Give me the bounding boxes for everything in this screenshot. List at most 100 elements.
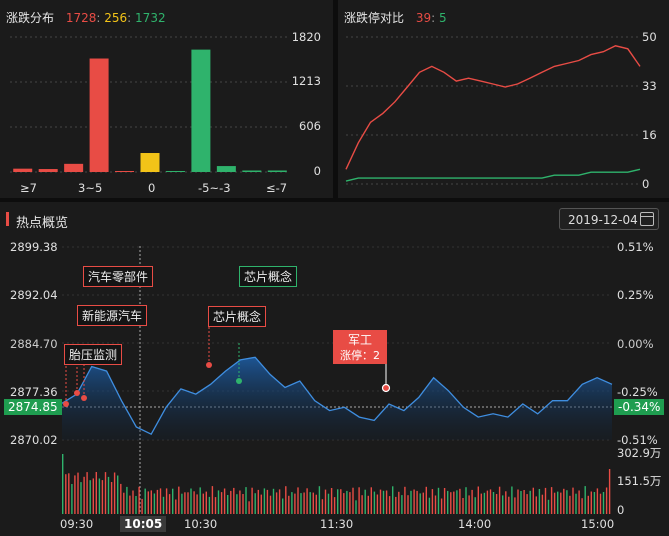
distribution-panel: 涨跌分布 1728: 256: 1732 1820 1213 606 0 ≥7 … bbox=[0, 0, 333, 198]
volume-bar bbox=[578, 490, 580, 514]
volume-bar bbox=[230, 490, 232, 514]
volume-bar bbox=[505, 491, 507, 514]
sector-popup[interactable]: 军工 涨停：2 bbox=[333, 330, 387, 364]
current-price-badge: 2874.85 bbox=[4, 399, 62, 415]
volume-bar bbox=[236, 494, 238, 514]
volume-bar bbox=[251, 487, 253, 514]
date-picker[interactable]: 2019-12-04 bbox=[559, 208, 659, 230]
volume-bar bbox=[587, 495, 589, 514]
volume-bar bbox=[71, 484, 73, 514]
volume-bar bbox=[153, 493, 156, 514]
volume-bar bbox=[172, 488, 174, 514]
volume-bar bbox=[584, 486, 586, 514]
volume-bar bbox=[291, 492, 293, 514]
volume-bar bbox=[541, 494, 544, 514]
time-tick: 14:00 bbox=[458, 517, 492, 531]
y-tick: 1213 bbox=[291, 74, 321, 88]
volume-bar bbox=[269, 495, 272, 514]
volume-bar bbox=[553, 492, 556, 514]
volume-bar bbox=[538, 489, 541, 514]
volume-bar bbox=[560, 492, 562, 514]
limit-up-line bbox=[345, 45, 641, 170]
sep: : bbox=[431, 11, 436, 25]
volume-bar bbox=[382, 490, 385, 514]
volume-bar bbox=[107, 476, 110, 514]
bar bbox=[242, 170, 262, 172]
volume-bar bbox=[526, 494, 528, 514]
volume-bar bbox=[596, 488, 599, 514]
volume-bar bbox=[346, 490, 348, 514]
pct-tick: 0.51% bbox=[617, 240, 654, 254]
volume-bar bbox=[572, 487, 574, 514]
distribution-title: 涨跌分布 bbox=[6, 11, 55, 25]
volume-bar bbox=[184, 492, 186, 514]
volume-bar bbox=[205, 491, 207, 514]
volume-bar bbox=[165, 488, 168, 514]
time-tick: 11:30 bbox=[320, 517, 354, 531]
volume-bar bbox=[83, 476, 85, 514]
concept-tag[interactable]: 新能源汽车 bbox=[77, 305, 148, 326]
volume-tick: 302.9万 bbox=[617, 446, 662, 460]
pct-tick: 0.00% bbox=[617, 337, 654, 351]
volume-bar bbox=[135, 496, 137, 514]
limit-ratio-chart bbox=[345, 36, 641, 185]
volume-bar bbox=[312, 492, 314, 514]
concept-tag[interactable]: 芯片概念 bbox=[239, 266, 298, 287]
concept-tag[interactable]: 芯片概念 bbox=[208, 306, 267, 327]
volume-bar bbox=[404, 486, 406, 514]
volume-bar bbox=[483, 492, 486, 514]
bar bbox=[191, 49, 211, 172]
volume-bar bbox=[388, 496, 391, 514]
volume-bar bbox=[220, 492, 223, 514]
y-tick: 0 bbox=[642, 177, 650, 191]
volume-bar bbox=[92, 478, 94, 514]
x-label: 0 bbox=[148, 181, 156, 195]
date-value: 2019-12-04 bbox=[568, 213, 638, 227]
volume-bar bbox=[514, 497, 516, 514]
hot-overview-panel: 热点概览 2019-12-04 2899.38 2892.04 2884.70 … bbox=[0, 202, 669, 536]
volume-bar bbox=[199, 487, 201, 514]
limit-down-count: 5 bbox=[439, 11, 447, 25]
volume-bar bbox=[321, 499, 324, 514]
volume-bar bbox=[569, 495, 571, 514]
volume-bar bbox=[110, 482, 113, 514]
volume-bar bbox=[242, 494, 244, 514]
volume-bar bbox=[370, 487, 372, 514]
volume-bar bbox=[337, 489, 339, 514]
volume-bar bbox=[257, 489, 259, 514]
volume-bar bbox=[550, 487, 553, 514]
calendar-icon[interactable] bbox=[640, 212, 654, 226]
volume-bar bbox=[608, 469, 611, 514]
volume-bar bbox=[266, 489, 269, 514]
limit-ratio-title: 涨跌停对比 bbox=[344, 11, 405, 25]
crosshair-time-label: 10:05 bbox=[120, 516, 167, 532]
time-tick: 10:30 bbox=[184, 517, 218, 531]
volume-bar bbox=[208, 496, 211, 514]
limit-down-line bbox=[345, 168, 641, 182]
volume-bar bbox=[358, 487, 360, 514]
volume-bar bbox=[303, 492, 305, 514]
volume-bar bbox=[306, 488, 308, 514]
price-tick: 2892.04 bbox=[10, 288, 58, 302]
concept-tag[interactable]: 胎压监测 bbox=[64, 344, 123, 365]
volume-bar bbox=[547, 499, 550, 514]
concept-tag[interactable]: 汽车零部件 bbox=[83, 266, 154, 287]
volume-bar bbox=[498, 486, 501, 514]
volume-bar bbox=[566, 490, 568, 514]
volume-bar bbox=[535, 496, 537, 514]
up-count: 1728 bbox=[65, 11, 97, 25]
volume-bar bbox=[129, 495, 131, 514]
sep: : bbox=[96, 11, 101, 25]
volume-bar bbox=[144, 488, 146, 514]
bar bbox=[13, 168, 33, 172]
volume-bar bbox=[480, 493, 482, 514]
volume-bar bbox=[104, 472, 107, 514]
volume-bar bbox=[248, 501, 250, 514]
volume-bar bbox=[410, 490, 412, 514]
volume-bar bbox=[65, 474, 67, 514]
intraday-chart bbox=[61, 246, 613, 514]
pct-tick: -0.51% bbox=[617, 433, 658, 447]
volume-bar bbox=[352, 487, 354, 514]
volume-bar bbox=[590, 491, 592, 514]
volume-bar bbox=[98, 478, 101, 514]
